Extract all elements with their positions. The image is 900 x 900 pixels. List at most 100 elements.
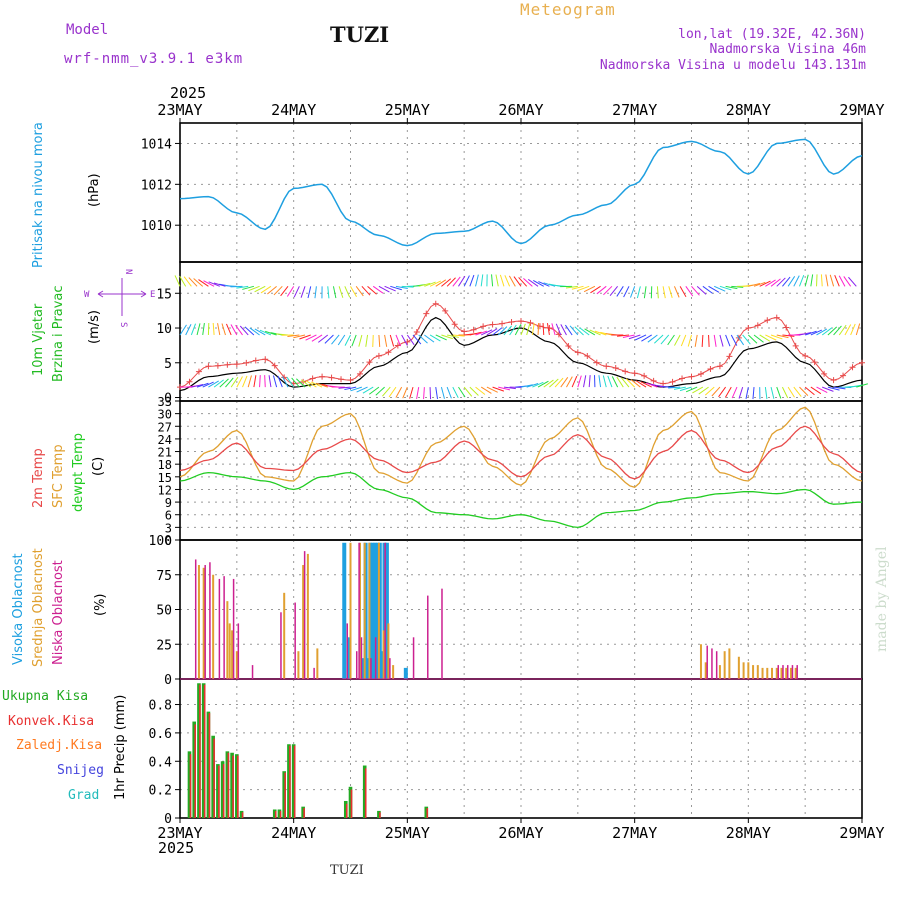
wind-barb [736,334,745,346]
top-day-label: 28MAY [726,101,771,119]
bottom-day-label: 28MAY [726,824,771,842]
precip-total-bar [287,744,291,818]
gust-marker [518,318,524,325]
wind-barb [560,377,569,388]
gust-marker [773,314,780,321]
wind-barb [337,334,346,346]
wind-barb [611,376,619,388]
wind-barb [520,384,533,388]
wind-barb [850,384,863,388]
cloud-bar-srednja [747,662,750,679]
wind-barb [358,334,363,347]
wind-barb [630,379,641,388]
wind-barb [402,386,408,399]
wind-barb [533,280,544,287]
gust-marker [442,307,449,314]
gust-marker [470,326,477,333]
wind-barb [566,376,573,388]
wind-barb [829,274,835,287]
wind-barb [725,334,731,347]
gust-marker [650,377,657,384]
cloud-bar-niska [204,565,206,679]
gust-marker [271,362,278,369]
wind-barb [656,286,659,299]
y-tick-label: 9 [165,496,172,510]
wind-barb [378,334,381,347]
wind-barb [463,275,470,287]
wind-barb [259,375,261,388]
wind-barb [765,279,776,287]
precip-total-bar [277,809,282,818]
precip-conv-bar [194,724,197,818]
precip-total-bar [230,752,234,818]
cloud-bar-niska [711,648,713,679]
wind-barb [300,379,312,388]
wind-barb [367,285,377,295]
wind-barb [532,381,544,388]
wind-barb [718,386,727,398]
gust-marker [356,370,363,377]
wind-barb [264,375,266,388]
gust-marker [385,349,392,356]
wind-barb [435,334,447,341]
wind-barb [694,334,698,347]
model-elevation-info: Nadmorska Visina u modelu 143.131m [600,58,866,73]
wind-barb [247,375,252,388]
wind-barb [365,334,369,347]
cloud-bar-srednja [212,574,215,679]
wind-barb [409,386,414,399]
wind-barb [816,386,828,393]
gust-marker [508,318,515,325]
wind-barb [351,334,357,347]
wind-barb [179,275,187,287]
wind-barb [514,324,522,336]
model-label: Model [66,22,108,38]
wind-barb [226,323,232,336]
wind-barb [418,282,431,287]
cloud-label-mid: Srednja Oblacnost [31,548,46,667]
wind-barb [679,286,687,298]
y-tick-label: 50 [156,604,172,619]
cloud-bar-srednja [737,656,740,679]
cloud-bar-srednja [789,667,792,679]
panel-frame [179,400,863,541]
cloud-bar-niska [346,623,349,679]
gust-marker [584,352,591,359]
wind-barb [776,386,782,399]
wind-barb [277,375,283,388]
gust-marker [224,361,231,368]
y-tick-label: 27 [158,420,172,434]
cloud-bar-niska [209,562,211,679]
wind-barb [355,286,364,297]
cloud-bar-niska [360,637,363,679]
wind-barb [827,326,838,336]
gust-marker [574,349,581,356]
cloud-bar-srednja [704,662,707,679]
wind-barb [350,286,357,297]
wind-barb [616,286,624,297]
wind-barb [253,375,257,388]
y-tick-label: 1014 [141,137,172,152]
wind-barb [458,275,466,287]
cloud-bar-srednja [718,665,721,679]
wind-barb [759,334,771,342]
cloud-bar-srednja [283,592,286,679]
wind-barb [203,280,215,287]
precip-conv-bar [345,803,348,818]
temp-panel-labels: 2m Temp SFC Temp dewpt Temp (C) [31,433,106,512]
cloud-bar-niska [280,612,282,679]
precip-total-bar [343,800,348,818]
wind-barb [267,285,277,295]
dewpoint-line [179,471,863,529]
wind-barb [221,323,226,336]
wind-barb [480,386,492,394]
wind-barb [481,329,493,336]
wind-barb [248,285,260,292]
wind-barb [435,387,439,400]
gust-marker [716,363,723,370]
wind-barb [296,378,306,388]
top-day-label: 29MAY [839,101,884,119]
wind-barb [527,278,539,287]
precip-ylabel: 1hr Precip (mm) [113,695,128,800]
wind-barb [667,334,675,346]
